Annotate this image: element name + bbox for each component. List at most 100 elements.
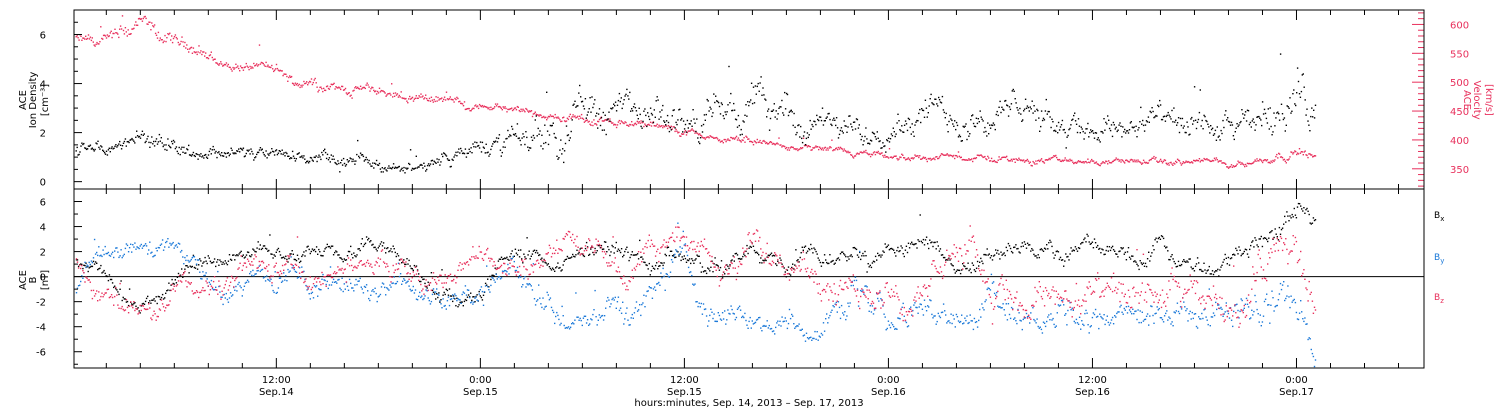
velocity-point bbox=[431, 99, 434, 101]
density-point bbox=[474, 141, 476, 143]
density-point bbox=[813, 120, 815, 122]
density-point bbox=[103, 152, 106, 154]
Bx-point bbox=[776, 264, 778, 267]
velocity-point bbox=[741, 139, 743, 141]
density-point bbox=[654, 116, 656, 118]
By-point bbox=[1188, 313, 1190, 315]
velocity-point bbox=[1061, 159, 1064, 161]
Bx-point bbox=[999, 258, 1001, 260]
Bx-point bbox=[1106, 245, 1108, 248]
Bx-point bbox=[665, 254, 667, 257]
By-point bbox=[411, 289, 413, 292]
Bx-point bbox=[691, 258, 693, 260]
density-point bbox=[1150, 111, 1152, 114]
Bx-point bbox=[456, 297, 458, 299]
density-point bbox=[429, 163, 432, 165]
Bx-point bbox=[641, 256, 643, 258]
Bx-point bbox=[303, 251, 305, 253]
Bx-point bbox=[88, 267, 90, 269]
density-point bbox=[321, 151, 323, 154]
By-point bbox=[758, 317, 760, 319]
density-point bbox=[476, 141, 478, 144]
velocity-point bbox=[399, 96, 401, 98]
density-point bbox=[1129, 122, 1132, 124]
Bx-point bbox=[474, 301, 476, 303]
Bx-point bbox=[1208, 265, 1210, 268]
By-point bbox=[887, 320, 890, 322]
density-point bbox=[214, 152, 216, 154]
velocity-point bbox=[472, 107, 474, 109]
Bx-point bbox=[895, 255, 897, 257]
Bx-point bbox=[843, 253, 845, 255]
velocity-point bbox=[1171, 163, 1173, 165]
density-point bbox=[493, 140, 495, 143]
velocity-point bbox=[287, 80, 289, 82]
By-point bbox=[175, 244, 178, 246]
By-point bbox=[1101, 317, 1103, 319]
By-point bbox=[759, 316, 761, 319]
By-point bbox=[890, 322, 893, 324]
density-point bbox=[77, 154, 79, 156]
density-point bbox=[1011, 90, 1013, 92]
density-point bbox=[1104, 129, 1106, 131]
By-point bbox=[849, 302, 851, 304]
Bx-point bbox=[748, 247, 750, 249]
By-point bbox=[512, 255, 514, 258]
Bx-point bbox=[326, 243, 328, 246]
velocity-point bbox=[680, 135, 682, 137]
By-point bbox=[276, 291, 278, 294]
By-point bbox=[82, 277, 84, 279]
density-point bbox=[1090, 129, 1092, 131]
By-point bbox=[730, 305, 732, 307]
density-point bbox=[146, 138, 148, 140]
velocity-point bbox=[239, 70, 241, 72]
By-point bbox=[838, 306, 841, 309]
density-point bbox=[335, 162, 337, 165]
density-point bbox=[223, 152, 226, 154]
density-point bbox=[1025, 107, 1028, 109]
velocity-point bbox=[1142, 159, 1145, 161]
velocity-point bbox=[1179, 162, 1182, 164]
By-point bbox=[1125, 306, 1128, 308]
Bx-point bbox=[636, 253, 639, 255]
density-point bbox=[716, 100, 718, 102]
velocity-point bbox=[280, 70, 282, 72]
density-point bbox=[324, 148, 326, 150]
density-point bbox=[786, 93, 789, 96]
density-point bbox=[514, 133, 517, 135]
velocity-point bbox=[446, 98, 449, 100]
density-point bbox=[411, 167, 414, 170]
density-point bbox=[284, 155, 286, 157]
By-point bbox=[748, 320, 750, 323]
velocity-point bbox=[379, 91, 382, 93]
density-point bbox=[291, 150, 294, 153]
velocity-point bbox=[907, 157, 910, 159]
By-point bbox=[860, 289, 862, 292]
By-point bbox=[886, 327, 888, 330]
Bx-point bbox=[947, 259, 949, 261]
density-point bbox=[812, 125, 814, 128]
By-point bbox=[640, 314, 642, 317]
By-point bbox=[582, 317, 585, 319]
Bx-point bbox=[707, 267, 709, 269]
velocity-point bbox=[167, 33, 169, 35]
velocity-point bbox=[323, 87, 325, 90]
Bx-point bbox=[513, 255, 515, 257]
By-point bbox=[297, 276, 300, 278]
density-point bbox=[521, 137, 523, 139]
density-point bbox=[341, 159, 343, 161]
Bx-point bbox=[127, 304, 130, 307]
By-point bbox=[128, 247, 131, 249]
density-point bbox=[1058, 129, 1061, 131]
density-point bbox=[1223, 126, 1225, 129]
density-point bbox=[781, 99, 783, 102]
density-point bbox=[477, 145, 479, 147]
Bx-point bbox=[423, 278, 425, 280]
density-point bbox=[168, 144, 170, 147]
velocity-point bbox=[972, 160, 974, 163]
density-point bbox=[752, 86, 755, 88]
density-point bbox=[1045, 98, 1047, 101]
velocity-point bbox=[421, 96, 423, 98]
density-point bbox=[358, 155, 360, 158]
density-point bbox=[705, 113, 707, 116]
